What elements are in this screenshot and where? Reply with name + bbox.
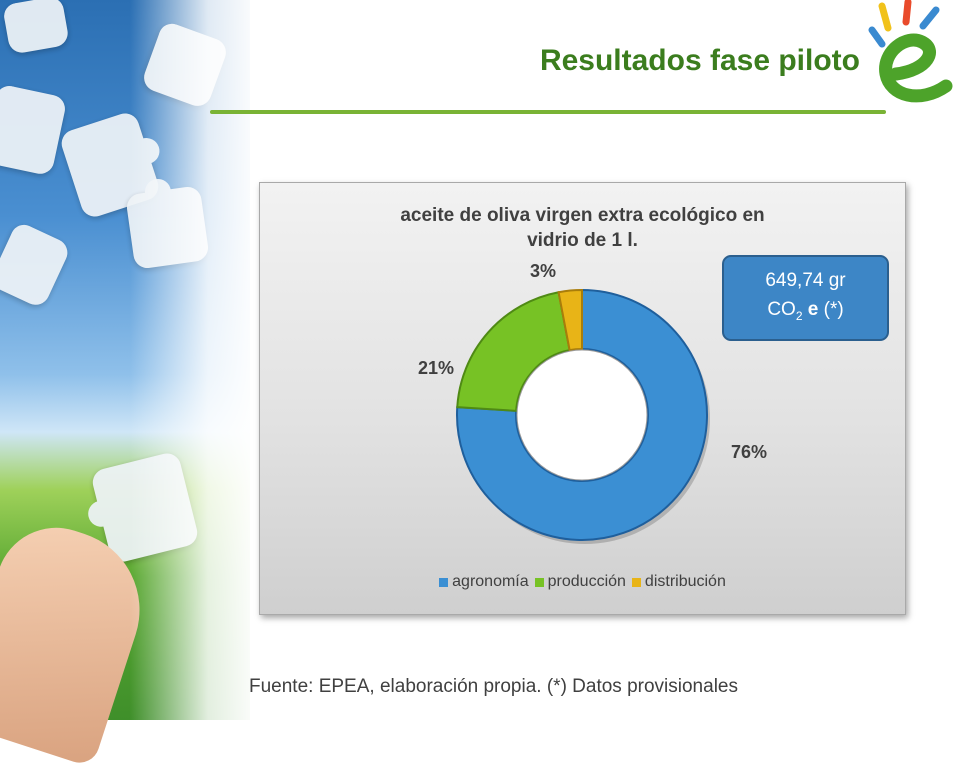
legend-item: producción: [534, 573, 626, 591]
donut-hole: [516, 349, 648, 481]
legend-label: distribución: [644, 573, 726, 590]
chart-title: aceite de oliva virgen extra ecológico e…: [260, 203, 905, 253]
chart-panel: aceite de oliva virgen extra ecológico e…: [259, 182, 906, 615]
legend-swatch-agronomia: [439, 577, 449, 587]
legend-item: agronomía: [439, 573, 529, 591]
legend-swatch-distribucion: [631, 577, 641, 587]
donut-chart: [456, 288, 710, 544]
e-logo-icon: [868, 0, 953, 103]
legend-label: agronomía: [452, 573, 529, 590]
legend-swatch-produccion: [534, 577, 544, 587]
source-note: Fuente: EPEA, elaboración propia. (*) Da…: [249, 676, 738, 697]
photo-fade: [130, 0, 260, 720]
legend-item: distribución: [631, 573, 726, 591]
data-label-agronomia: 76%: [731, 442, 768, 462]
donut-slice-producción: [456, 291, 571, 412]
chart-legend: agronomía producción distribución: [260, 573, 905, 591]
page-title: Resultados fase piloto: [539, 44, 860, 77]
co2-callout: 649,74 gr CO2 e (*): [722, 255, 889, 341]
donut-slice-agronomía: [456, 288, 708, 541]
title-divider: [210, 110, 886, 114]
co2-value: 649,74 gr: [765, 269, 846, 291]
data-label-distribucion: 3%: [530, 261, 557, 281]
data-label-produccion: 21%: [418, 358, 455, 378]
legend-label: producción: [547, 573, 626, 590]
chart-title-line: aceite de oliva virgen extra ecológico e…: [400, 205, 765, 226]
co2-unit: CO2 e (*): [767, 298, 844, 323]
donut-slice-distribución: [557, 288, 583, 352]
chart-title-line: vidrio de 1 l.: [527, 230, 638, 251]
